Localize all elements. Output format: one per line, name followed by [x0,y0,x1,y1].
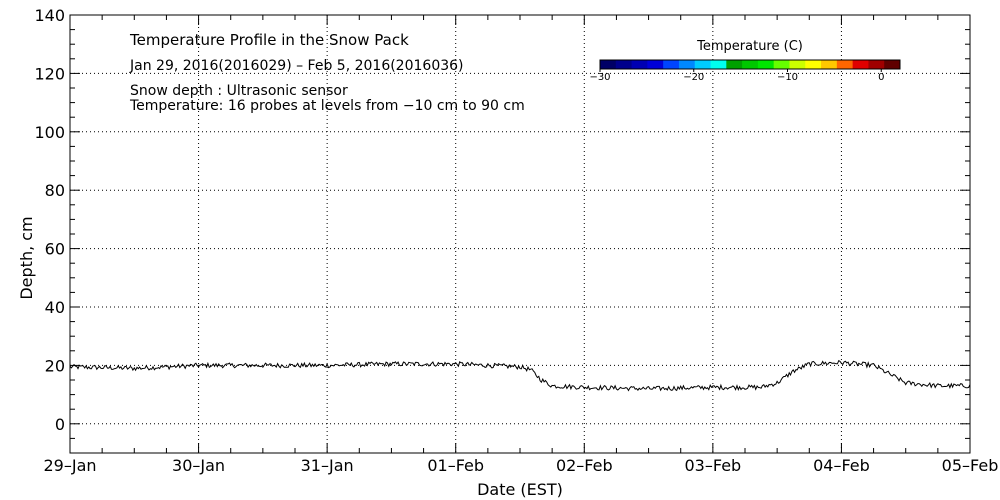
y-tick-label: 100 [34,123,65,142]
colorbar-tick-label: −10 [777,72,798,83]
colorbar-swatch [726,60,743,69]
annotation-temperature: Temperature: 16 probes at levels from −1… [129,98,525,114]
x-axis-label: Date (EST) [477,480,563,499]
y-tick-label: 40 [45,298,65,317]
colorbar-frame [599,59,901,70]
y-tick-label: 20 [45,356,65,375]
x-tick-label: 04–Feb [813,456,870,475]
y-tick-label: 120 [34,64,65,83]
x-tick-label: 31–Jan [301,456,354,475]
x-tick-label: 30–Jan [172,456,225,475]
colorbar-tick-label: −20 [683,72,704,83]
y-tick-labels: 0 20 40 60 80 100 120 140 [34,6,65,434]
plot-frame [69,14,971,454]
x-tick-label: 03–Feb [685,456,742,475]
y-tick-label: 80 [45,181,65,200]
x-tick-label: 02–Feb [556,456,613,475]
colorbar-swatch [836,60,854,69]
x-tick-labels: 29–Jan 30–Jan 31–Jan 01–Feb 02–Feb 03–Feb 04–F… [43,456,998,475]
colorbar-swatch [615,60,633,69]
colorbar-swatch [805,60,822,69]
x-tick-label: 05–Feb [942,456,999,475]
colorbar-swatch [757,60,775,69]
colorbar-tick-labels: −30 −20 −10 0 [589,69,884,83]
colorbar-tick-label: −30 [589,72,610,83]
colorbar-tick-label: 0 [878,72,884,83]
colorbar-swatch [600,60,617,69]
colorbar-swatch [821,60,838,69]
colorbar-swatch [852,60,869,69]
chart-subtitle: Jan 29, 2016(2016029) – Feb 5, 2016(2016… [129,58,464,74]
colorbar-swatch [694,60,712,69]
colorbar-swatch [663,60,680,69]
colorbar-swatch [773,60,790,69]
colorbar-swatch [631,60,648,69]
x-tick-label: 29–Jan [43,456,96,475]
y-tick-label: 140 [34,6,65,25]
colorbar-swatches [599,59,901,70]
y-axis-label: Depth, cm [17,216,36,299]
colorbar-swatch [678,60,696,69]
series-line-snow-depth [69,359,971,392]
colorbar-swatch [710,60,727,69]
x-tick-label: 01–Feb [427,456,484,475]
chart-title: Temperature Profile in the Snow Pack [129,31,409,49]
colorbar-swatch [789,60,806,69]
colorbar-title: Temperature (C) [696,39,803,54]
y-tick-label: 60 [45,240,65,259]
colorbar: Temperature (C) −30 −20 −10 0 [589,39,901,83]
y-tick-label: 0 [55,415,65,434]
colorbar-swatch [868,60,885,69]
colorbar-swatch [884,60,901,69]
annotation-snow-depth: Snow depth : Ultrasonic sensor [130,83,348,99]
colorbar-swatch [742,60,759,69]
colorbar-swatch [647,60,664,69]
